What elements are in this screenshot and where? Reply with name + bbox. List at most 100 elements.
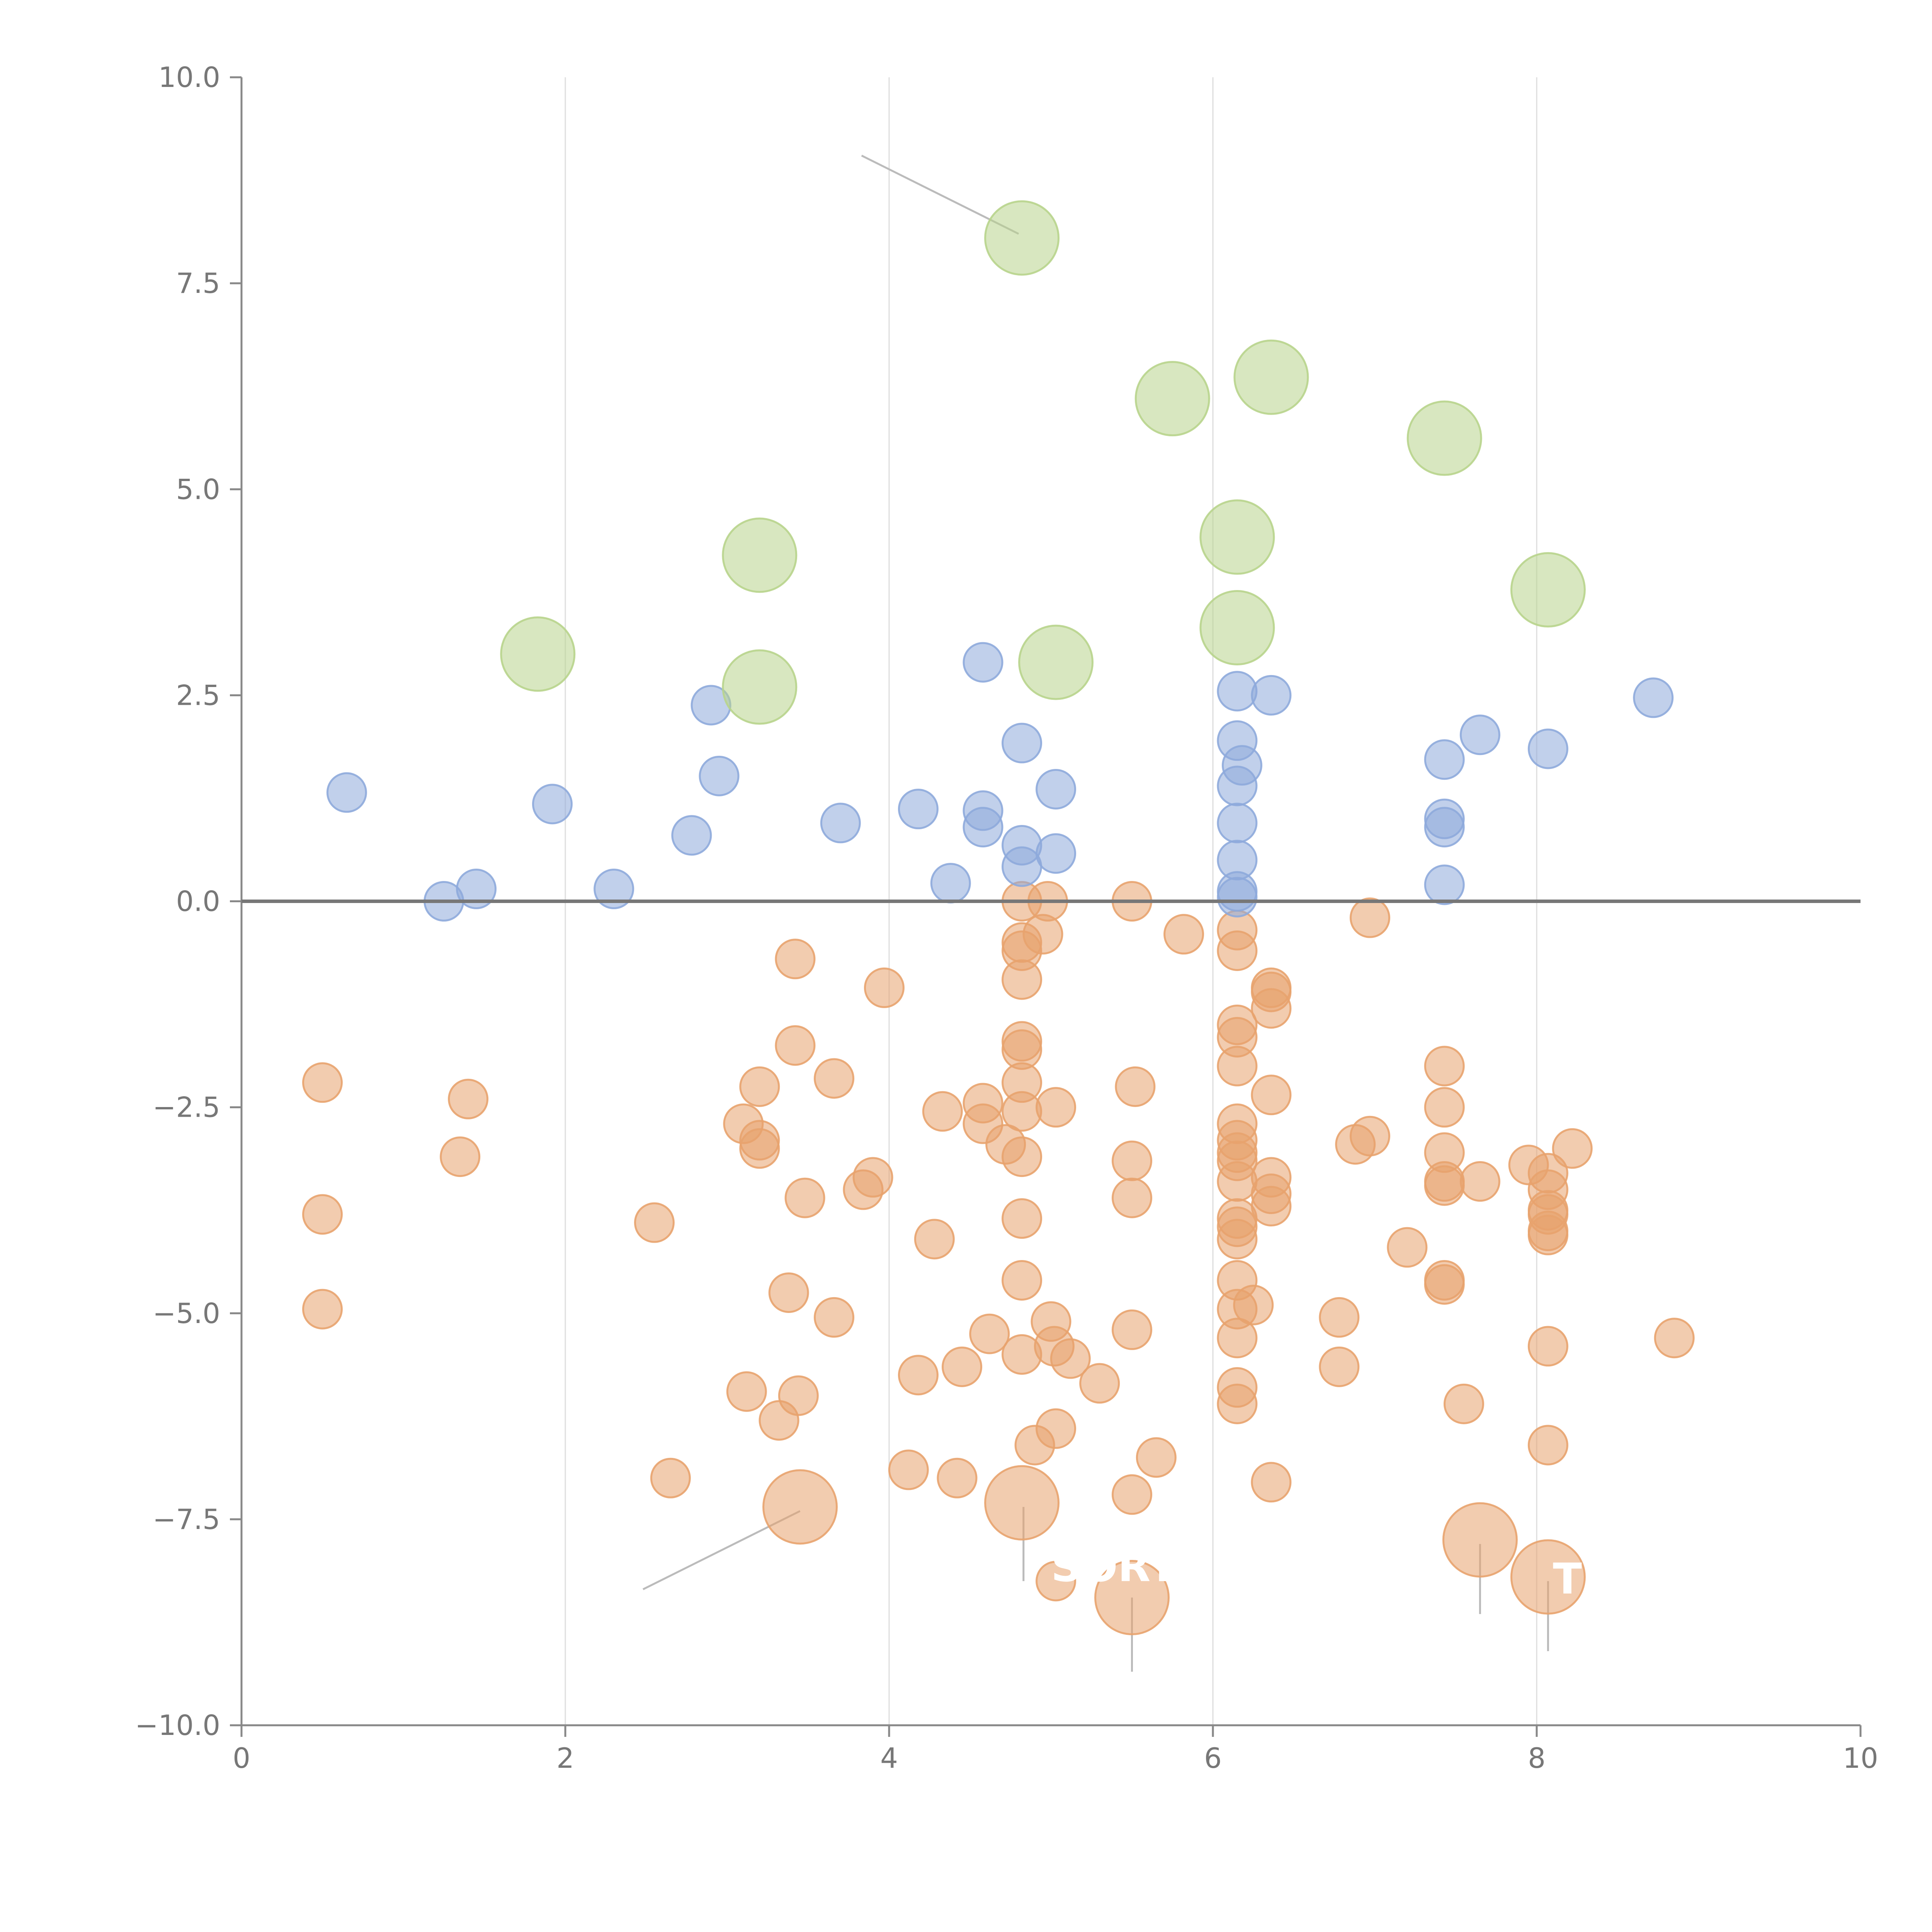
point-negative — [1424, 1087, 1465, 1128]
point-positive — [532, 784, 573, 825]
point-positive — [1424, 807, 1465, 848]
point-positive — [1221, 745, 1262, 786]
point-high-negative — [1510, 1539, 1586, 1615]
point-negative — [739, 1066, 780, 1107]
point-positive — [1036, 769, 1077, 810]
point-negative — [650, 1458, 691, 1498]
point-positive — [963, 807, 1003, 848]
x-tick-label: 4 — [880, 1742, 898, 1774]
point-positive — [1217, 803, 1258, 844]
point-negative — [1251, 1462, 1292, 1503]
point-negative — [1036, 1561, 1077, 1602]
point-negative — [1424, 1165, 1465, 1206]
point-negative — [1459, 1161, 1500, 1202]
point-negative — [1424, 1046, 1465, 1087]
point-high-positive — [722, 649, 798, 725]
point-high-positive — [722, 517, 798, 593]
point-positive — [1036, 833, 1077, 874]
point-negative — [1251, 1075, 1292, 1116]
point-negative — [1163, 914, 1204, 955]
point-positive — [820, 803, 861, 844]
point-negative — [1251, 1186, 1292, 1227]
point-negative — [1002, 1136, 1043, 1177]
point-negative — [937, 1458, 978, 1498]
point-negative — [814, 1058, 855, 1099]
point-positive — [1459, 714, 1500, 755]
point-negative — [1002, 959, 1043, 1000]
point-positive — [1002, 846, 1043, 887]
leader-lines — [643, 155, 1585, 1672]
point-positive — [898, 789, 939, 830]
point-negative — [1217, 1318, 1258, 1359]
y-tick-label: −10.0 — [135, 1709, 220, 1742]
point-negative — [1002, 1091, 1043, 1132]
point-negative — [634, 1202, 675, 1243]
point-negative — [814, 1297, 855, 1338]
point-negative — [888, 1449, 929, 1490]
point-negative — [1112, 1309, 1152, 1350]
point-positive — [1527, 728, 1568, 769]
point-negative — [1036, 1408, 1077, 1449]
point-negative — [1251, 988, 1292, 1029]
annotations: SORT TM — [1051, 1542, 1624, 1604]
point-high-positive — [1199, 499, 1275, 575]
point-high-positive — [500, 616, 576, 692]
point-negative — [302, 1062, 343, 1103]
point-negative — [784, 1177, 825, 1218]
y-tick-label: 2.5 — [176, 679, 220, 711]
x-tick-label: 6 — [1204, 1742, 1222, 1774]
point-negative — [1552, 1128, 1593, 1169]
point-negative — [864, 967, 905, 1008]
point-negative — [1112, 1140, 1152, 1181]
point-negative — [1217, 1161, 1258, 1202]
point-high-positive — [1510, 552, 1586, 628]
point-positive — [1002, 723, 1043, 764]
point-negative — [1036, 1087, 1077, 1128]
point-negative — [852, 1157, 893, 1198]
point-negative — [1002, 1198, 1043, 1239]
point-negative — [1349, 897, 1390, 938]
point-negative — [440, 1136, 481, 1177]
y-tick-label: −7.5 — [153, 1503, 220, 1536]
y-tick-label: 0.0 — [176, 885, 220, 918]
point-positive — [671, 815, 712, 856]
point-negative — [1217, 1046, 1258, 1087]
point-negative — [726, 1371, 767, 1412]
point-positive — [1633, 677, 1674, 718]
point-high-negative — [984, 1465, 1060, 1541]
x-ticks: 0 2 4 6 8 10 — [233, 1725, 1878, 1774]
point-negative — [739, 1128, 780, 1169]
point-negative — [775, 1025, 816, 1066]
point-positive — [930, 863, 971, 904]
point-positive — [1424, 864, 1465, 905]
point-positive — [594, 869, 634, 910]
point-negative — [1319, 1297, 1360, 1338]
x-tick-label: 0 — [233, 1742, 250, 1774]
point-positive — [326, 772, 367, 813]
y-tick-label: 10.0 — [158, 61, 220, 94]
point-high-positive — [1406, 400, 1482, 476]
y-tick-label: −2.5 — [153, 1091, 220, 1124]
point-negative — [1443, 1383, 1484, 1424]
point-negative — [1217, 1219, 1258, 1260]
point-negative — [1217, 930, 1258, 971]
point-negative — [1527, 1326, 1568, 1367]
point-negative — [1050, 1338, 1091, 1379]
point-negative — [302, 1194, 343, 1235]
point-negative — [1527, 1214, 1568, 1255]
point-positive — [1251, 675, 1292, 716]
point-high-negative — [1442, 1502, 1518, 1578]
point-high-positive — [1199, 590, 1275, 666]
data-points — [302, 200, 1695, 1635]
point-negative — [1136, 1437, 1177, 1478]
point-negative — [922, 1091, 963, 1132]
point-negative — [942, 1346, 983, 1387]
point-negative — [1387, 1227, 1428, 1268]
point-negative — [1079, 1363, 1120, 1404]
point-high-positive — [984, 200, 1060, 276]
point-positive — [1424, 739, 1465, 780]
x-tick-label: 10 — [1843, 1742, 1878, 1774]
point-high-negative — [762, 1469, 838, 1545]
point-high-positive — [1134, 361, 1210, 437]
point-negative — [768, 1272, 809, 1313]
